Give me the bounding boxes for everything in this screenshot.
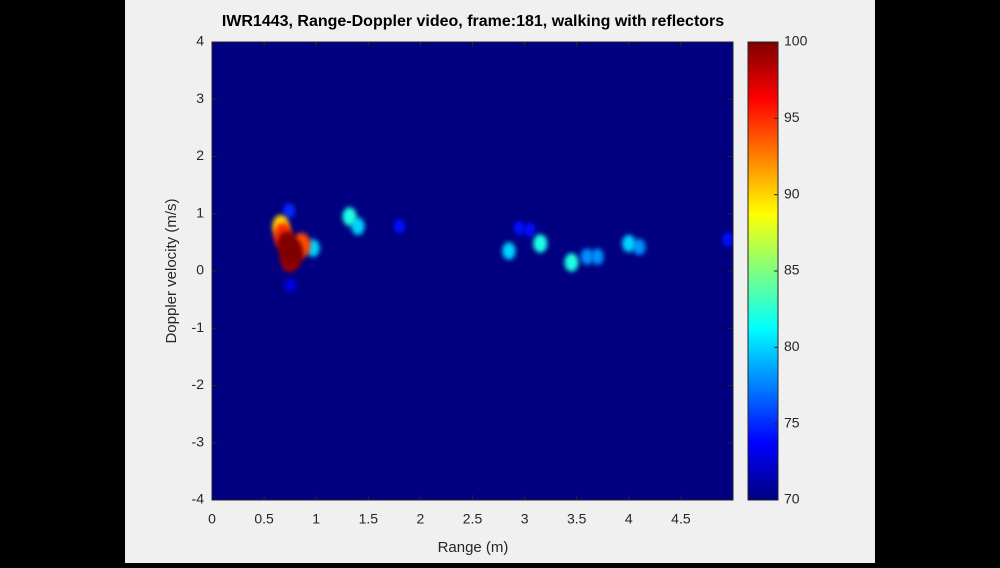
heatmap-blob: [622, 234, 636, 253]
heatmap-blob: [284, 278, 296, 293]
heatmap-blob: [591, 248, 604, 265]
heatmap-blob: [564, 253, 579, 272]
x-tick-label: 0: [208, 511, 216, 527]
colorbar-tick-label: 100: [784, 33, 808, 49]
heatmap-blob: [513, 220, 526, 236]
colorbar-tick-label: 85: [784, 262, 800, 278]
heatmap-blob: [283, 238, 304, 267]
x-tick-label: 4: [625, 511, 633, 527]
y-tick-label: 3: [196, 90, 204, 106]
colorbar-tick-label: 75: [784, 414, 800, 430]
colorbar-tick-label: 95: [784, 109, 800, 125]
x-axis-label: Range (m): [438, 539, 509, 556]
heatmap-blob: [722, 232, 733, 247]
y-tick-label: 2: [196, 147, 204, 163]
heatmap-blob: [632, 238, 646, 256]
heatmap-background: [212, 42, 733, 500]
heatmap-blob: [502, 242, 516, 260]
y-tick-label: 0: [196, 262, 204, 278]
heatmap-blob: [283, 203, 295, 219]
x-tick-label: 3.5: [567, 511, 587, 527]
y-tick-label: 4: [196, 33, 204, 49]
x-tick-label: 2: [417, 511, 425, 527]
heatmap-blob: [524, 222, 536, 237]
y-tick-label: -4: [192, 491, 205, 507]
x-tick-label: 1: [312, 511, 320, 527]
heatmap-blob: [533, 234, 548, 253]
chart-title: IWR1443, Range-Doppler video, frame:181,…: [222, 13, 724, 30]
x-tick-label: 0.5: [254, 511, 274, 527]
y-tick-label: -1: [192, 319, 205, 335]
y-tick-label: -3: [192, 433, 205, 449]
heatmap-blob: [342, 207, 357, 226]
x-tick-label: 1.5: [359, 511, 379, 527]
heatmap-blob: [393, 219, 406, 234]
colorbar-tick-label: 70: [784, 491, 800, 507]
y-tick-label: -2: [192, 376, 205, 392]
x-tick-label: 2.5: [463, 511, 483, 527]
colorbar-tick-label: 90: [784, 185, 800, 201]
x-tick-label: 3: [521, 511, 529, 527]
x-tick-label: 4.5: [671, 511, 691, 527]
colorbar-tick-label: 80: [784, 338, 800, 354]
y-axis-label: Doppler velocity (m/s): [163, 198, 180, 343]
heatmap-blob: [580, 248, 594, 265]
colorbar: [747, 41, 779, 501]
y-tick-label: 1: [196, 204, 204, 220]
plot-area: [212, 42, 733, 500]
